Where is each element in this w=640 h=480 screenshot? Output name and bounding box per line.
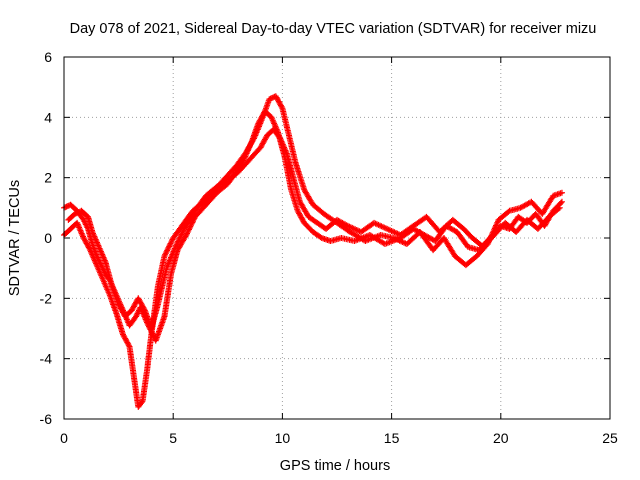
y-tick-label: 2 [44, 170, 52, 186]
data-points [61, 93, 565, 410]
x-tick-label: 0 [60, 430, 68, 446]
x-axis-ticks: 0 5 10 15 20 25 [60, 57, 618, 446]
data-point [172, 244, 179, 250]
data-point [85, 244, 92, 251]
y-tick-label: 4 [44, 109, 52, 125]
series-3 [65, 126, 563, 332]
data-point [558, 198, 565, 205]
x-axis-label: GPS time / hours [280, 458, 390, 474]
x-tick-label: 20 [493, 430, 509, 446]
chart-title: Day 078 of 2021, Sidereal Day-to-day VTE… [70, 21, 597, 37]
y-tick-label: -2 [40, 290, 53, 306]
data-point [556, 204, 563, 211]
y-tick-label: -4 [40, 351, 53, 367]
data-point [117, 305, 124, 312]
x-tick-label: 15 [384, 430, 400, 446]
x-tick-label: 5 [169, 430, 177, 446]
y-axis-ticks: -6 -4 -2 0 2 4 6 [40, 49, 610, 427]
x-tick-label: 25 [602, 430, 618, 446]
y-tick-label: 0 [44, 230, 52, 246]
y-axis-label: SDTVAR / TECUs [7, 180, 23, 296]
y-tick-label: 6 [44, 49, 52, 65]
data-point [555, 205, 562, 212]
data-point [138, 399, 145, 406]
data-point [557, 199, 564, 206]
data-point [141, 306, 148, 313]
data-point [165, 244, 172, 251]
x-tick-label: 10 [275, 430, 291, 446]
data-point [558, 189, 565, 196]
data-point [125, 342, 132, 349]
y-tick-label: -6 [40, 411, 53, 427]
